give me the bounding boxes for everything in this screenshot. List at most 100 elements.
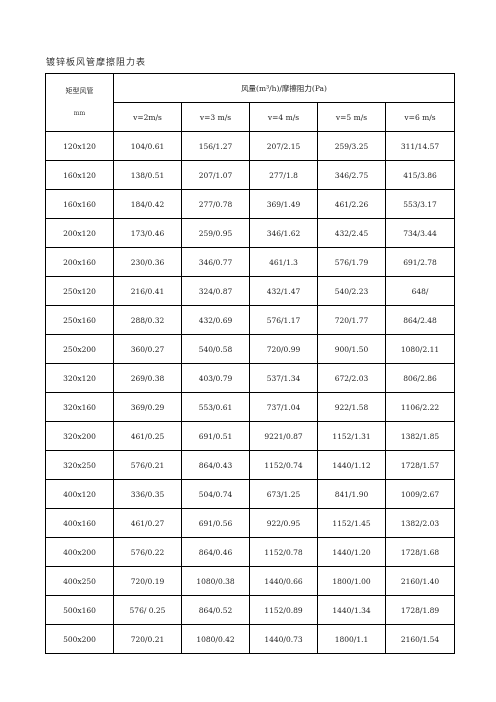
airflow-friction-cell: 1152/1.31 [317, 421, 386, 451]
duct-size-cell: 250x120 [45, 276, 114, 306]
airflow-friction-cell: 432/2.45 [317, 218, 386, 248]
airflow-friction-cell: 864/0.46 [181, 537, 250, 567]
airflow-friction-cell: 576/1.17 [249, 305, 318, 335]
airflow-friction-cell: 346/2.75 [317, 160, 386, 190]
airflow-friction-cell: 269/0.38 [113, 363, 182, 393]
airflow-friction-cell: 737/1.04 [249, 392, 318, 422]
airflow-friction-cell: 720/0.21 [113, 624, 182, 654]
airflow-friction-cell: 207/1.07 [181, 160, 250, 190]
airflow-friction-cell: 346/1.62 [249, 218, 318, 248]
airflow-friction-cell: 900/1.50 [317, 334, 386, 364]
velocity-header-cell: v=6 m/s [384, 102, 456, 132]
table-row: 400x160 461/0.27 691/0.56 922/0.95 1152/1.45… [45, 508, 456, 538]
velocity-header-cell: v=5 m/s [317, 102, 386, 132]
airflow-friction-cell: 461/0.25 [113, 421, 182, 451]
airflow-friction-cell: 1382/2.03 [384, 508, 456, 538]
airflow-friction-cell: 1152/1.45 [317, 508, 386, 538]
airflow-friction-cell: 576/1.79 [317, 247, 386, 277]
airflow-friction-cell: 864/2.48 [384, 305, 456, 335]
airflow-friction-cell: 360/0.27 [113, 334, 182, 364]
airflow-friction-cell: 432/1.47 [249, 276, 318, 306]
velocity-header-cell: v=4 m/s [249, 102, 318, 132]
duct-size-cell: 320x200 [45, 421, 114, 451]
table-row: 500x160 576/ 0.25 864/0.52 1152/0.89 1440/1.… [45, 595, 456, 625]
airflow-friction-cell: 1800/1.00 [317, 566, 386, 596]
airflow-friction-cell: 1728/1.68 [384, 537, 456, 567]
airflow-friction-cell: 461/1.3 [249, 247, 318, 277]
duct-size-cell: 160x160 [45, 189, 114, 219]
airflow-friction-cell: 2160/1.54 [384, 624, 456, 654]
airflow-friction-cell: 504/0.74 [181, 479, 250, 509]
duct-size-cell: 320x120 [45, 363, 114, 393]
airflow-friction-cell: 1080/2.11 [384, 334, 456, 364]
airflow-friction-cell: 230/0.36 [113, 247, 182, 277]
velocity-header-cell: v=3 m/s [181, 102, 250, 132]
airflow-friction-cell: 691/2.78 [384, 247, 456, 277]
airflow-friction-cell: 461/2.26 [317, 189, 386, 219]
airflow-friction-header: 风量(m³/h)/摩擦阻力(Pa) [112, 73, 456, 103]
airflow-friction-cell: 311/14.57 [384, 131, 456, 161]
airflow-friction-cell: 734/3.44 [384, 218, 456, 248]
table-row: 200x120 173/0.46 259/0.95 346/1.62 432/2.45 7… [45, 218, 456, 248]
duct-size-cell: 400x160 [45, 508, 114, 538]
airflow-friction-cell: 648/ [384, 276, 456, 306]
table-row: 250x200 360/0.27 540/0.58 720/0.99 900/1.50 1… [45, 334, 456, 364]
table-row: 120x120 104/0.61 156/1.27 207/2.15 259/3.25 3… [45, 131, 456, 161]
duct-size-cell: 250x160 [45, 305, 114, 335]
airflow-friction-cell: 346/0.77 [181, 247, 250, 277]
airflow-friction-cell: 922/0.95 [249, 508, 318, 538]
velocity-header-row: v=2m/s v=3 m/s v=4 m/s v=5 m/s v=6 m/s [46, 102, 456, 132]
airflow-friction-cell: 537/1.34 [249, 363, 318, 393]
airflow-friction-cell: 672/2.03 [317, 363, 386, 393]
table-row: 320x200 461/0.25 691/0.51 9221/0.87 1152/1.3… [45, 421, 456, 451]
airflow-friction-cell: 1080/0.42 [181, 624, 250, 654]
airflow-friction-cell: 540/2.23 [317, 276, 386, 306]
airflow-friction-cell: 277/0.78 [181, 189, 250, 219]
airflow-friction-cell: 138/0.51 [113, 160, 182, 190]
table-row: 200x160 230/0.36 346/0.77 461/1.3 576/1.79 69… [45, 247, 456, 277]
table-row: 250x120 216/0.41 324/0.87 432/1.47 540/2.23 6… [45, 276, 456, 306]
airflow-friction-cell: 1382/1.85 [384, 421, 456, 451]
airflow-friction-cell: 1152/0.78 [249, 537, 318, 567]
airflow-friction-cell: 922/1.58 [317, 392, 386, 422]
airflow-friction-cell: 720/1.77 [317, 305, 386, 335]
airflow-friction-cell: 1440/0.73 [249, 624, 318, 654]
table-row: 400x120 336/0.35 504/0.74 673/1.25 841/1.90 1… [45, 479, 456, 509]
airflow-friction-cell: 1440/1.12 [317, 450, 386, 480]
header-row: 矩型风管 mm 风量(m³/h)/摩擦阻力(Pa) [45, 73, 456, 132]
airflow-friction-cell: 369/1.49 [249, 189, 318, 219]
page-title: 镀锌板风管摩擦阻力表 [46, 58, 147, 68]
airflow-friction-cell: 288/0.32 [113, 305, 182, 335]
duct-size-label: 矩型风管 [65, 87, 94, 95]
airflow-friction-cell: 864/0.43 [181, 450, 250, 480]
airflow-friction-cell: 216/0.41 [113, 276, 182, 306]
airflow-friction-cell: 173/0.46 [113, 218, 182, 248]
duct-size-cell: 320x250 [45, 450, 114, 480]
duct-size-cell: 400x250 [45, 566, 114, 596]
table-row: 320x250 576/0.21 864/0.43 1152/0.74 1440/1.1… [45, 450, 456, 480]
duct-size-cell: 500x160 [45, 595, 114, 625]
airflow-friction-cell: 324/0.87 [181, 276, 250, 306]
table-row: 160x120 138/0.51 207/1.07 277/1.8 346/2.75 41… [45, 160, 456, 190]
airflow-friction-cell: 806/2.86 [384, 363, 456, 393]
airflow-friction-cell: 259/0.95 [181, 218, 250, 248]
airflow-friction-cell: 259/3.25 [317, 131, 386, 161]
table-row: 320x160 369/0.29 553/0.61 737/1.04 922/1.58 1… [45, 392, 456, 422]
airflow-friction-cell: 403/0.79 [181, 363, 250, 393]
airflow-friction-cell: 1800/1.1 [317, 624, 386, 654]
airflow-friction-cell: 369/0.29 [113, 392, 182, 422]
airflow-friction-cell: 432/0.69 [181, 305, 250, 335]
duct-size-cell: 500x200 [45, 624, 114, 654]
duct-size-cell: 320x160 [45, 392, 114, 422]
duct-size-cell: 400x120 [45, 479, 114, 509]
table-row: 500x200 720/0.21 1080/0.42 1440/0.73 1800/1.… [45, 624, 456, 654]
airflow-friction-cell: 576/0.22 [113, 537, 182, 567]
airflow-friction-cell: 1440/1.20 [317, 537, 386, 567]
airflow-friction-cell: 576/0.21 [113, 450, 182, 480]
airflow-friction-cell: 1152/0.74 [249, 450, 318, 480]
airflow-friction-cell: 720/0.19 [113, 566, 182, 596]
friction-table: 矩型风管 mm 风量(m³/h)/摩擦阻力(Pa) v=2m/s v=3 m/s… [45, 73, 456, 654]
airflow-friction-cell: 1728/1.89 [384, 595, 456, 625]
duct-size-unit: mm [73, 110, 86, 117]
airflow-friction-cell: 1152/0.89 [249, 595, 318, 625]
